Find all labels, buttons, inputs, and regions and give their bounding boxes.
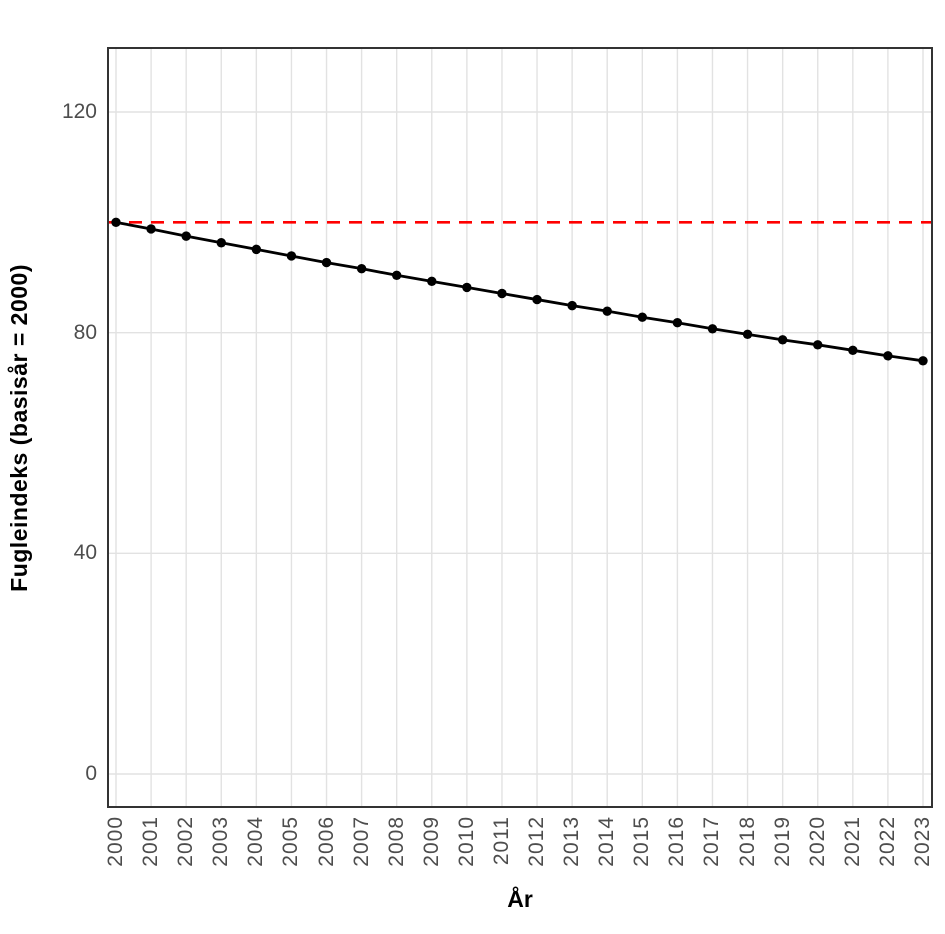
x-tick-label: 2017: [700, 816, 724, 867]
x-tick-label: 2016: [665, 816, 689, 867]
x-tick-label: 2004: [244, 816, 268, 867]
data-point: [427, 276, 437, 287]
data-point: [637, 312, 648, 322]
x-tick-label: 2003: [209, 816, 233, 867]
index-line: [115, 220, 924, 363]
x-tick-label: 2011: [489, 816, 513, 866]
x-tick-label: 2012: [525, 816, 549, 867]
data-point: [707, 324, 718, 334]
data-point: [286, 251, 297, 261]
y-tick-label: 0: [85, 762, 97, 785]
x-axis-title: År: [507, 886, 533, 912]
x-tick-label: 2019: [770, 816, 794, 867]
data-point: [181, 231, 191, 241]
data-point: [777, 335, 788, 345]
y-tick-label: 120: [61, 100, 97, 123]
data-point: [918, 356, 928, 366]
data-point: [567, 300, 577, 311]
x-tick-label: 2009: [419, 816, 443, 867]
x-tick-label: 2008: [384, 816, 408, 867]
x-tick-label: 2001: [139, 816, 163, 867]
data-point: [146, 224, 156, 234]
y-tick-label: 80: [73, 320, 97, 344]
data-point: [321, 257, 332, 268]
data-point: [532, 294, 542, 305]
x-tick-label: 2018: [735, 816, 759, 867]
data-point: [356, 263, 367, 274]
data-point: [111, 217, 121, 228]
data-point: [883, 351, 893, 361]
data-point: [602, 306, 612, 316]
y-tick-label: 40: [73, 541, 97, 565]
x-tick-label: 2013: [560, 816, 584, 867]
x-tick-label: 2000: [104, 816, 127, 867]
x-tick-label: 2023: [911, 816, 934, 867]
data-point: [462, 282, 472, 293]
data-point: [497, 288, 507, 299]
x-tick-label: 2014: [595, 816, 619, 867]
x-tick-label: 2002: [174, 816, 198, 867]
x-tick-label: 2010: [454, 816, 478, 867]
plot-panel: [107, 47, 933, 808]
data-point: [813, 340, 823, 350]
y-axis-title-wrap: Fugleindeks (basisår = 2000): [6, 47, 33, 808]
data-point: [848, 345, 858, 356]
x-tick-label: 2007: [349, 816, 373, 867]
data-point: [251, 244, 262, 255]
plot-svg: [107, 47, 933, 808]
x-tick-label: 2020: [805, 816, 829, 867]
x-tick-label: 2006: [314, 816, 338, 867]
x-tick-label: 2022: [875, 816, 899, 867]
x-tick-label: 2015: [630, 816, 654, 867]
data-point: [216, 238, 226, 248]
x-tick-label: 2021: [840, 816, 864, 867]
data-point: [672, 318, 683, 328]
data-point: [742, 329, 753, 340]
x-tick-label: 2005: [279, 816, 303, 867]
panel-border: [107, 47, 933, 808]
data-point: [391, 270, 402, 280]
